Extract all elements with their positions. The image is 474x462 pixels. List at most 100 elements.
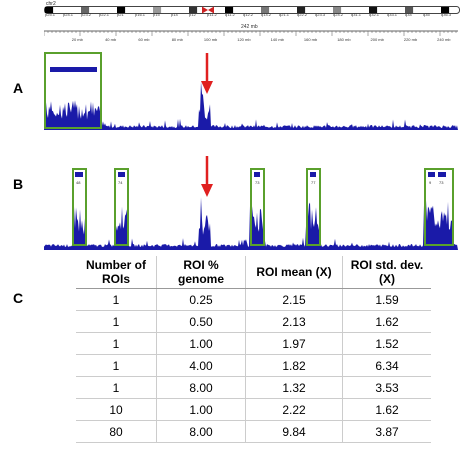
roi-summary-table: Number of ROIs ROI % genome ROI mean (X)… — [76, 256, 431, 443]
ideogram-band — [153, 7, 162, 13]
ruler-tick-label: 220 mb — [403, 37, 418, 42]
cell-percent: 8.00 — [156, 420, 246, 443]
band-label: q35 — [423, 12, 430, 17]
ideogram-band — [117, 7, 126, 13]
ideogram-band — [405, 7, 414, 13]
ideogram-band — [423, 7, 432, 13]
cell-rois: 1 — [76, 354, 157, 377]
ideogram-band — [99, 7, 108, 13]
band-label: p24.1 — [63, 12, 74, 17]
cell-rois: 80 — [76, 420, 157, 443]
band-label: p15 — [153, 12, 160, 17]
roi-bar-b-1 — [75, 172, 83, 177]
ideogram-band — [243, 7, 252, 13]
panel-a-label: A — [13, 80, 24, 96]
ruler-tick-label: 160 mb — [303, 37, 318, 42]
roi-box-a — [44, 52, 102, 129]
roi-tag-b-3: 73 — [255, 180, 260, 185]
band-label: p11.2 — [207, 12, 217, 17]
ruler-tick-label: 100 mb — [203, 37, 218, 42]
roi-bar-b-3 — [254, 172, 260, 177]
cell-stddev: 1.59 — [342, 288, 431, 311]
cell-mean: 1.32 — [245, 376, 343, 399]
cell-percent: 4.00 — [156, 354, 246, 377]
cell-stddev: 3.87 — [342, 420, 431, 443]
coverage-track-a[interactable] — [44, 50, 458, 130]
band-label: p16.1 — [135, 12, 146, 17]
ruler-tick-label: 120 mb — [237, 37, 251, 42]
cell-stddev: 1.62 — [342, 398, 431, 421]
band-label: p14 — [171, 12, 178, 17]
table-row: 80 8.00 9.84 3.87 — [76, 420, 431, 443]
band-label: p22.1 — [99, 12, 110, 17]
roi-box-b-1 — [72, 168, 87, 246]
band-label: q11.2 — [225, 12, 235, 17]
cell-mean: 2.13 — [245, 310, 343, 333]
arrow-icon-b — [201, 156, 213, 197]
header-number-of-rois: Number of ROIs — [76, 256, 157, 289]
coverage-area — [44, 82, 458, 130]
band-label: q21.1 — [279, 12, 290, 17]
table-row: 1 0.50 2.13 1.62 — [76, 310, 431, 333]
chromosome-label: chr2 — [46, 1, 56, 7]
ruler-tick-label: 60 mb — [138, 37, 150, 42]
header-roi-percent-genome: ROI % genome — [156, 256, 246, 289]
cell-percent: 0.50 — [156, 310, 246, 333]
ideogram-band — [135, 7, 144, 13]
roi-bar-a — [50, 67, 97, 72]
cell-rois: 10 — [76, 398, 157, 421]
cell-stddev: 1.52 — [342, 332, 431, 355]
ideogram-band — [189, 7, 198, 13]
cell-rois: 1 — [76, 332, 157, 355]
band-label: q14.2 — [261, 12, 272, 17]
ruler-tick-label: 180 mb — [337, 37, 351, 42]
ideogram-band — [315, 7, 324, 13]
band-label: p12 — [189, 12, 196, 17]
roi-bar-b-5a — [428, 172, 435, 177]
band-label: q23.3 — [315, 12, 326, 17]
ideogram-band — [279, 7, 288, 13]
cell-mean: 2.15 — [245, 288, 343, 311]
ideogram-band — [225, 7, 234, 13]
band-label: p21 — [117, 12, 124, 17]
position-ruler[interactable] — [44, 28, 460, 38]
arrow-icon-a — [201, 53, 213, 94]
table-row: 1 0.25 2.15 1.59 — [76, 288, 431, 311]
table-row: 1 8.00 1.32 3.53 — [76, 376, 431, 399]
cell-rois: 1 — [76, 288, 157, 311]
cell-stddev: 6.34 — [342, 354, 431, 377]
cell-mean: 2.22 — [245, 398, 343, 421]
ideogram-band — [333, 7, 342, 13]
cell-percent: 1.00 — [156, 332, 246, 355]
cell-stddev: 3.53 — [342, 376, 431, 399]
ideogram-band — [351, 7, 360, 13]
band-label: q24.2 — [333, 12, 344, 17]
header-roi-mean: ROI mean (X) — [245, 256, 343, 289]
ideogram-band — [387, 7, 396, 13]
header-roi-std-dev: ROI std. dev. (X) — [342, 256, 431, 289]
ideogram-band — [45, 7, 54, 13]
roi-bar-b-2 — [118, 172, 125, 177]
table-header-row: Number of ROIs ROI % genome ROI mean (X)… — [76, 256, 431, 289]
chromosome-ideogram[interactable] — [44, 6, 460, 14]
band-label: q34 — [405, 12, 412, 17]
ruler-tick-label: 240 mb — [437, 37, 451, 42]
roi-bar-b-4 — [310, 172, 316, 177]
panel-b-label: B — [13, 176, 24, 192]
table-row: 1 1.00 1.97 1.52 — [76, 332, 431, 355]
roi-tag-b-1: 48 — [76, 180, 81, 185]
ideogram-band — [441, 7, 450, 13]
roi-tag-b-2: 74 — [118, 180, 123, 185]
cell-rois: 1 — [76, 310, 157, 333]
coverage-plot-a — [44, 82, 458, 130]
ruler-tick-label: 140 mb — [270, 37, 284, 42]
ideogram-band — [369, 7, 378, 13]
cell-percent: 8.00 — [156, 376, 246, 399]
cell-mean: 1.97 — [245, 332, 343, 355]
band-label: q31.1 — [351, 12, 362, 17]
band-label: p23.2 — [81, 12, 92, 17]
cell-percent: 1.00 — [156, 398, 246, 421]
cell-stddev: 1.62 — [342, 310, 431, 333]
roi-bar-b-5b — [438, 172, 446, 177]
ruler-tick-label: 40 mb — [105, 37, 117, 42]
